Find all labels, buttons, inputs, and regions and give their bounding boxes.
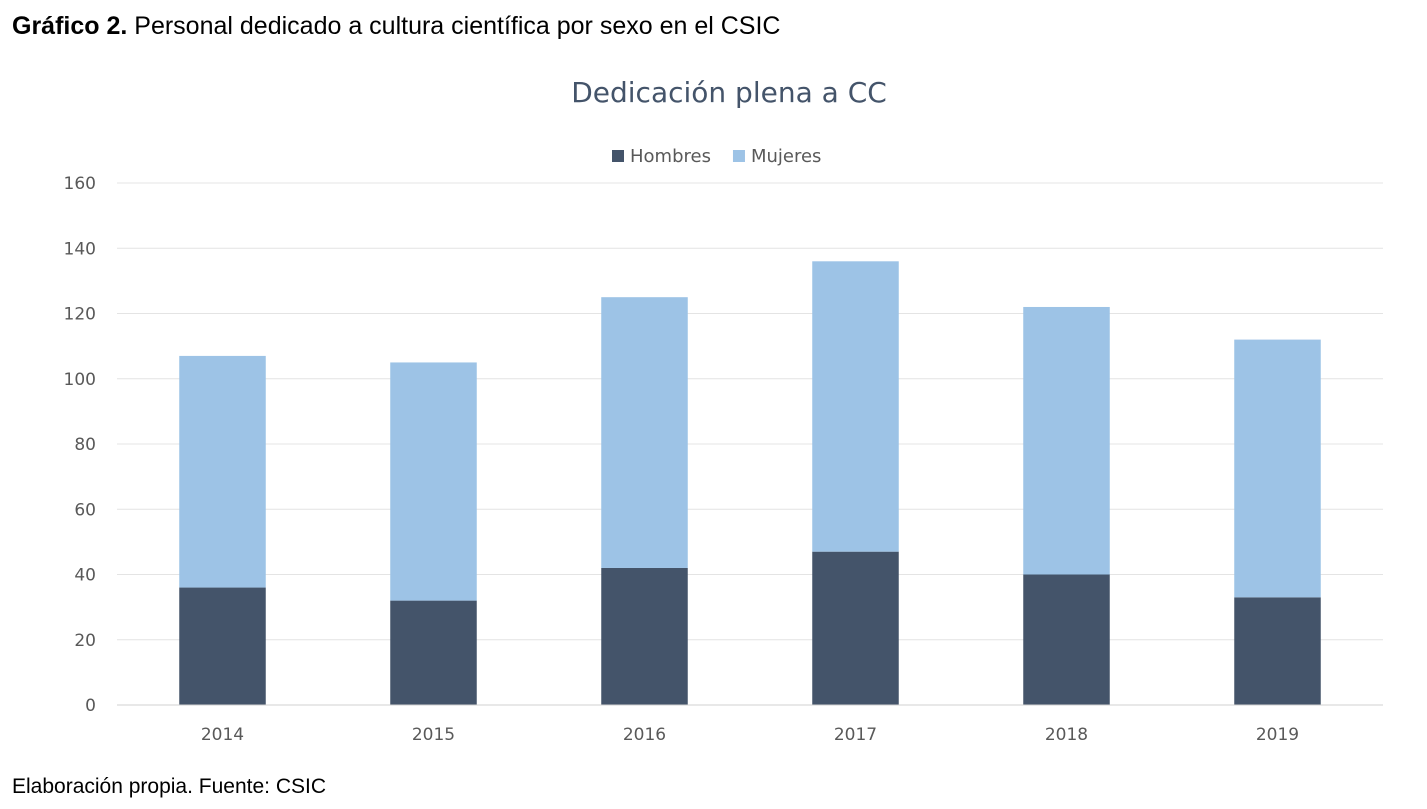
legend-swatch-mujeres bbox=[732, 150, 745, 162]
chart-legend: Hombres Mujeres bbox=[612, 146, 821, 167]
bar-hombres-2016 bbox=[601, 567, 688, 705]
bar-hombres-2014 bbox=[179, 587, 266, 705]
x-tick-label: 2014 bbox=[201, 725, 244, 745]
bar-mujeres-2019 bbox=[1234, 339, 1321, 598]
bar-mujeres-2016 bbox=[601, 297, 688, 568]
source-note: Elaboración propia. Fuente: CSIC bbox=[12, 775, 327, 798]
y-axis-ticks: 0 20 40 60 80 100 120 140 160 bbox=[64, 174, 96, 716]
chart-bars bbox=[179, 261, 1321, 705]
bar-mujeres-2015 bbox=[390, 362, 477, 601]
figure-caption-text: Personal dedicado a cultura científica p… bbox=[134, 12, 781, 40]
y-tick-label: 80 bbox=[74, 435, 96, 455]
y-tick-label: 60 bbox=[74, 500, 96, 520]
x-tick-label: 2019 bbox=[1256, 725, 1299, 745]
bar-hombres-2019 bbox=[1234, 597, 1321, 705]
chart-gridlines bbox=[117, 182, 1383, 641]
legend-swatch-hombres bbox=[612, 150, 624, 162]
bar-hombres-2015 bbox=[390, 600, 477, 705]
y-tick-label: 20 bbox=[74, 631, 96, 651]
y-tick-label: 160 bbox=[64, 174, 96, 194]
legend-label-mujeres: Mujeres bbox=[751, 146, 821, 167]
y-tick-label: 120 bbox=[64, 305, 96, 325]
bar-hombres-2017 bbox=[812, 551, 899, 705]
stacked-bar-chart: Dedicación plena a CC Hombres Mujeres 0 20… bbox=[64, 76, 1383, 745]
x-tick-label: 2015 bbox=[412, 725, 455, 745]
figure-caption: Gráfico 2. Personal dedicado a cultura c… bbox=[12, 12, 780, 41]
figure-caption-label: Gráfico 2. bbox=[12, 12, 128, 40]
y-tick-label: 140 bbox=[64, 239, 96, 259]
bar-mujeres-2017 bbox=[812, 261, 899, 552]
bar-mujeres-2014 bbox=[179, 355, 266, 588]
y-tick-label: 0 bbox=[85, 696, 96, 716]
y-tick-label: 40 bbox=[74, 566, 96, 586]
legend-label-hombres: Hombres bbox=[630, 146, 711, 167]
x-tick-label: 2018 bbox=[1045, 725, 1088, 745]
bar-hombres-2018 bbox=[1023, 574, 1110, 705]
y-tick-label: 100 bbox=[64, 370, 96, 390]
x-axis-ticks: 2014 2015 2016 2017 2018 2019 bbox=[201, 725, 1299, 745]
bar-mujeres-2018 bbox=[1023, 306, 1110, 575]
x-tick-label: 2017 bbox=[834, 725, 877, 745]
chart-title: Dedicación plena a CC bbox=[571, 76, 887, 109]
x-tick-label: 2016 bbox=[623, 725, 666, 745]
